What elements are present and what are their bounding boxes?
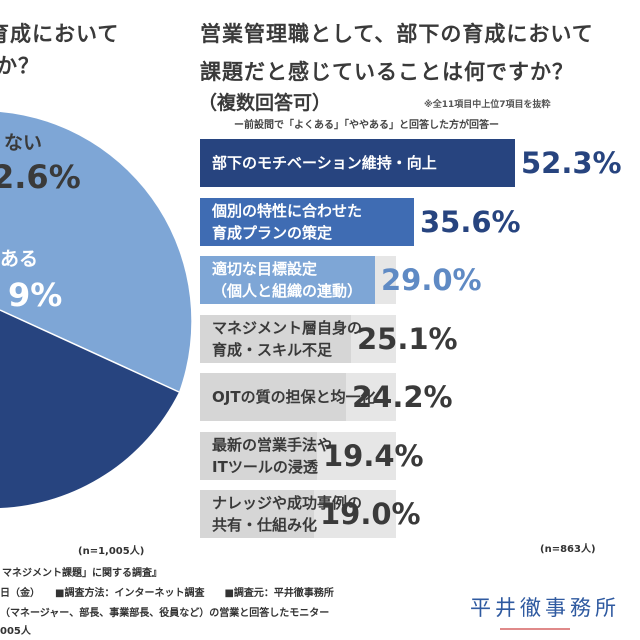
bar-label-line: 適切な目標設定 bbox=[212, 260, 318, 278]
bar-label: ナレッジや成功事例の 共有・仕組み化 bbox=[212, 492, 362, 536]
bar bbox=[200, 373, 346, 421]
bar-value-label: 19.4% bbox=[323, 439, 424, 473]
bar bbox=[200, 139, 515, 187]
pie-divider bbox=[0, 309, 180, 393]
chart-title-line-2: 課題だと感じていることは何ですか？ bbox=[200, 60, 574, 84]
brand-logo: 平井徹事務所 bbox=[470, 596, 620, 620]
bar-label-line: OJTの質の担保と均一化 bbox=[212, 388, 376, 406]
chart-note-sub: ー前設問で「よくある」「ややある」と回答した方が回答ー bbox=[234, 120, 499, 131]
bar bbox=[200, 198, 414, 246]
bar-value-label: 25.1% bbox=[357, 322, 458, 356]
bar bbox=[200, 490, 314, 538]
bar-label-line: 共有・仕組み化 bbox=[212, 516, 318, 534]
pie-label-aru: ある bbox=[0, 248, 39, 270]
bar bbox=[200, 315, 351, 363]
bar-label-line: 最新の営業手法や bbox=[212, 436, 333, 454]
bar-label-line: ITツールの浸透 bbox=[212, 458, 318, 476]
bar-value-label: 35.6% bbox=[420, 205, 521, 239]
bar-label: 部下のモチベーション維持・向上 bbox=[212, 152, 437, 174]
footer-line-2: 日（金） ■調査方法：インターネット調査 ■調査元：平井徹事務所 bbox=[0, 588, 334, 599]
bar bbox=[200, 432, 317, 480]
right-n-label: (n=863人) bbox=[540, 544, 596, 555]
pie-pct-aru: 9% bbox=[8, 276, 63, 314]
bar-label-line: （個人と組織の連動） bbox=[212, 282, 363, 300]
pie-label-nai: ない bbox=[4, 132, 43, 154]
left-n-label: (n=1,005人) bbox=[78, 546, 145, 557]
brand-underline bbox=[500, 628, 570, 630]
chart-subtitle: （複数回答可） bbox=[198, 92, 332, 114]
bar-label-line: ナレッジや成功事例の bbox=[212, 494, 363, 512]
chart-title-line-1: 営業管理職として、部下の育成において bbox=[200, 22, 594, 46]
bar-label: 適切な目標設定 （個人と組織の連動） bbox=[212, 258, 362, 302]
bar-value-label: 52.3% bbox=[521, 146, 622, 180]
bar-label-line: 個別の特性に合わせた bbox=[212, 202, 363, 220]
bar bbox=[200, 256, 375, 304]
footer-line-1: マネジメント課題」に関する調査』 bbox=[2, 568, 162, 579]
bar-label-line: 育成・スキル不足 bbox=[212, 341, 333, 359]
bar-label-line: 部下のモチベーション維持・向上 bbox=[212, 154, 437, 172]
bar-label: OJTの質の担保と均一化 bbox=[212, 386, 376, 408]
bar-label: 最新の営業手法や ITツールの浸透 bbox=[212, 434, 332, 478]
bar-label: 個別の特性に合わせた 育成プランの策定 bbox=[212, 200, 362, 244]
left-title-line-2: か？ bbox=[0, 54, 40, 78]
bar-value-label: 24.2% bbox=[352, 380, 453, 414]
bar-value-label: 29.0% bbox=[381, 263, 482, 297]
chart-note-top: ※全11項目中上位7項目を抜粋 bbox=[424, 100, 551, 110]
pie-pct-nai: 2.6% bbox=[0, 158, 81, 196]
footer-line-4: 005人 bbox=[0, 626, 31, 637]
left-title-line-1: 育成において bbox=[0, 22, 120, 46]
pie-slice-light bbox=[0, 112, 192, 392]
bar-label-line: 育成プランの策定 bbox=[212, 224, 333, 242]
pie-slice-dark bbox=[0, 310, 179, 508]
footer-line-3: （マネージャー、部長、事業部長、役員など）の営業と回答したモニター bbox=[0, 608, 330, 619]
pie-chart bbox=[0, 112, 192, 508]
bar-value-label: 19.0% bbox=[320, 497, 421, 531]
bar-label-line: マネジメント層自身の bbox=[212, 319, 363, 337]
bar-label: マネジメント層自身の 育成・スキル不足 bbox=[212, 317, 362, 361]
